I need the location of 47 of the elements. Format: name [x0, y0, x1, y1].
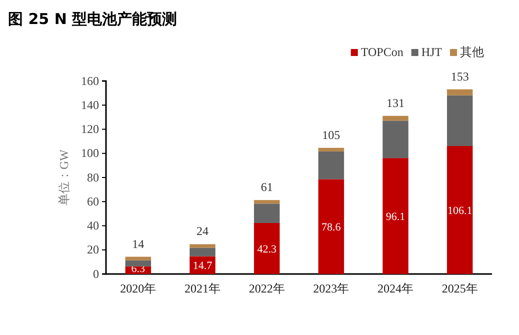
y-tick-label: 100	[81, 146, 99, 160]
total-label: 105	[322, 128, 340, 142]
x-tick-label: 2020年	[120, 282, 156, 296]
x-tick-label: 2022年	[248, 282, 285, 296]
bar	[254, 222, 280, 274]
total-label: 14	[132, 236, 144, 251]
legend-label: 其他	[460, 45, 484, 59]
data-label: 42.3	[257, 243, 277, 256]
y-tick-label: 80	[87, 170, 99, 184]
bar	[318, 151, 344, 180]
bar	[125, 260, 152, 266]
x-tick-label: 2025年	[442, 282, 478, 296]
bar	[382, 158, 408, 274]
bar	[318, 148, 344, 152]
bar	[190, 248, 216, 256]
x-tick-label: 2024年	[378, 282, 414, 296]
bar	[446, 89, 473, 96]
total-label: 24	[196, 224, 208, 238]
y-tick-label: 20	[87, 242, 99, 257]
total-label: 61	[260, 180, 273, 194]
bar	[446, 146, 473, 274]
bar	[318, 179, 344, 274]
bar	[382, 116, 408, 121]
y-axis-title: 单位：GW	[57, 148, 71, 206]
x-tick-label: 2021年	[184, 282, 220, 296]
total-label: 131	[386, 96, 404, 110]
x-tick-label: 2023年	[313, 282, 350, 296]
y-tick-label: 0	[93, 266, 99, 281]
y-tick-label: 40	[87, 218, 99, 233]
y-tick-label: 160	[81, 74, 99, 88]
y-tick-label: 120	[81, 122, 99, 136]
bar	[254, 200, 280, 204]
bar	[254, 204, 280, 223]
legend-label: HJT	[421, 45, 443, 59]
bar	[446, 95, 473, 146]
y-tick-label: 140	[81, 98, 99, 112]
y-tick-label: 60	[87, 194, 99, 208]
data-label: 96.1	[386, 211, 406, 224]
data-label: 78.6	[322, 222, 342, 234]
data-label: 106.1	[447, 205, 472, 218]
data-label: 14.7	[192, 260, 213, 272]
total-label: 153	[450, 69, 469, 84]
bar	[190, 244, 216, 248]
bar	[382, 120, 408, 158]
chart-title: 图 25 N 型电池产能预测	[8, 10, 178, 28]
legend-label: TOPCon	[360, 45, 404, 59]
bar	[125, 256, 152, 260]
